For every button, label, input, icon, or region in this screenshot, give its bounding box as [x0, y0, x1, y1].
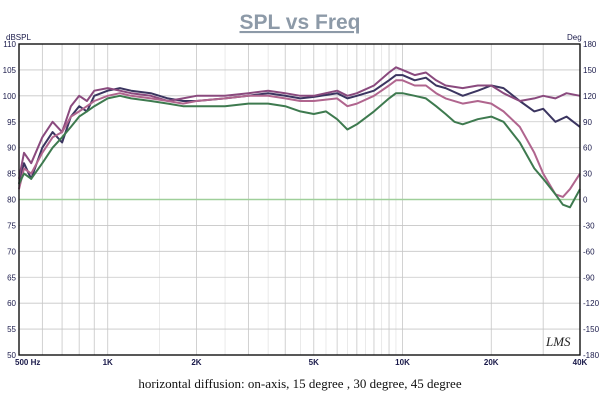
y-tick-label: 90	[7, 144, 16, 153]
y-tick-label: 70	[7, 247, 16, 256]
series-line-2	[18, 66, 581, 179]
x-axis: 500 Hz 1K 2K 5K 10K 20K 40K	[15, 358, 588, 367]
y2-tick-label: -180	[583, 351, 600, 360]
y2-tick-label: -150	[583, 325, 600, 334]
lms-watermark: LMS	[545, 334, 571, 349]
figure-caption: horizontal diffusion: on-axis, 15 degree…	[138, 376, 462, 391]
series-group	[18, 66, 581, 209]
y-tick-label: 50	[7, 351, 16, 360]
y2-tick-label: 120	[583, 92, 597, 101]
y-tick-label: 105	[3, 66, 17, 75]
y-axis-unit-left: dBSPL	[6, 33, 31, 42]
x-tick-label: 10K	[395, 358, 410, 367]
y-axis-unit-right: Deg	[567, 33, 582, 42]
y-tick-label: 85	[7, 170, 16, 179]
series-line-4	[18, 92, 581, 209]
y-axis-right: 180 150 120 90 60 30 0 -30 -60 -90 -120 -150 -180	[583, 40, 600, 360]
spl-chart: SPL vs Freq dBSPL Deg 110 105 100 95 90 85 80 7…	[3, 11, 600, 367]
y2-tick-label: 60	[583, 144, 592, 153]
y2-tick-label: 150	[583, 66, 597, 75]
y-tick-label: 95	[7, 118, 16, 127]
y2-tick-label: -90	[583, 273, 595, 282]
y-axis-left: 110 105 100 95 90 85 80 75 70 65 60 55 50	[3, 40, 17, 360]
y-tick-label: 110	[3, 40, 16, 49]
y2-tick-label: -120	[583, 299, 600, 308]
chart-title: SPL vs Freq	[240, 11, 361, 34]
x-tick-label: 40K	[573, 358, 588, 367]
x-tick-label: 20K	[484, 358, 499, 367]
y2-tick-label: 180	[583, 40, 597, 49]
x-tick-label: 5K	[309, 358, 319, 367]
series-line-1	[18, 74, 581, 185]
y2-tick-label: 30	[583, 170, 592, 179]
y-tick-label: 65	[7, 273, 16, 282]
x-tick-label: 2K	[191, 358, 201, 367]
y-tick-label: 80	[7, 196, 16, 205]
y2-tick-label: 0	[583, 196, 588, 205]
y2-tick-label: -30	[583, 221, 595, 230]
y-tick-label: 60	[7, 299, 16, 308]
y2-tick-label: 90	[583, 118, 592, 127]
y-tick-label: 75	[7, 221, 16, 230]
x-tick-label: 500 Hz	[15, 358, 40, 367]
y-tick-label: 100	[3, 92, 17, 101]
grid	[18, 43, 581, 356]
y2-tick-label: -60	[583, 247, 595, 256]
series-line-3	[18, 79, 581, 198]
y-tick-label: 55	[7, 325, 16, 334]
x-tick-label: 1K	[103, 358, 113, 367]
plot-frame	[18, 43, 581, 356]
